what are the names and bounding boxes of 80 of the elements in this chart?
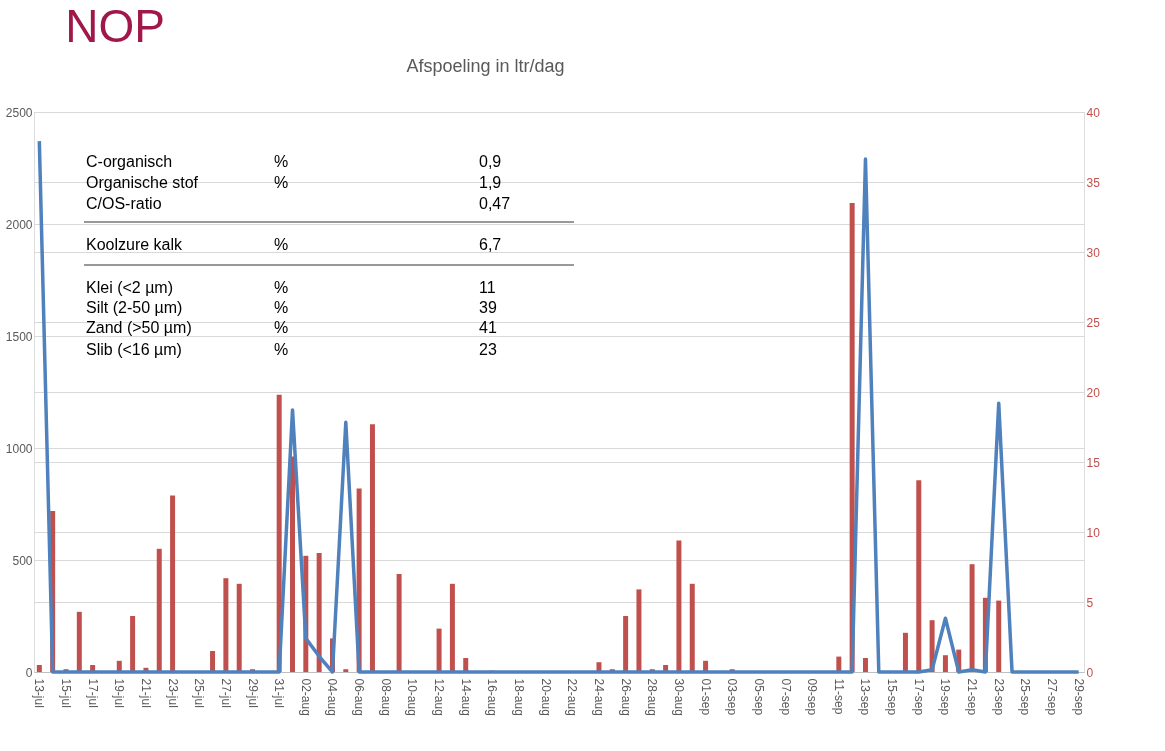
x-tick-label: 10-aug <box>405 678 420 716</box>
x-tick-label: 21-sep <box>965 678 980 716</box>
x-tick-label: 15-sep <box>885 678 900 716</box>
annotation: Silt (2-50 µm) <box>86 299 183 316</box>
annotation: % <box>274 174 289 191</box>
x-tick-label: 16-aug <box>485 678 500 716</box>
annotation: Slib (<16 µm) <box>86 341 182 358</box>
x-tick-label: 15-jul <box>58 678 73 708</box>
x-tick-label: 06-aug <box>352 678 367 716</box>
y2-tick-label: 15 <box>1086 455 1101 470</box>
x-tick-label: 19-sep <box>938 678 953 716</box>
y-tick-label: 1500 <box>5 329 33 344</box>
annotation: % <box>274 299 289 316</box>
x-tick-label: 30-aug <box>671 678 686 716</box>
annotation: 0,9 <box>479 153 502 170</box>
y2-tick-label: 35 <box>1086 175 1101 190</box>
x-tick-label: 27-jul <box>218 678 233 708</box>
x-tick-label: 13-sep <box>858 678 873 716</box>
x-tick-label: 19-jul <box>112 678 127 708</box>
y2-tick-label: 5 <box>1086 595 1094 610</box>
y2-tick-label: 0 <box>1086 665 1094 680</box>
x-tick-label: 04-aug <box>325 678 340 716</box>
x-tick-label: 29-jul <box>245 678 260 708</box>
x-tick-label: 25-sep <box>1018 678 1033 716</box>
y2-tick-label: 40 <box>1086 105 1101 120</box>
x-tick-label: 11-sep <box>831 678 846 715</box>
annotation: 41 <box>479 319 497 336</box>
x-tick-label: 07-sep <box>778 678 793 716</box>
y-tick-label: 0 <box>25 665 33 680</box>
x-tick-label: 05-sep <box>751 678 766 716</box>
x-tick-label: 28-aug <box>645 678 660 716</box>
x-tick-label: 18-aug <box>512 678 527 716</box>
annotation: 39 <box>479 299 497 316</box>
y-tick-label: 2500 <box>5 105 33 120</box>
annotation: % <box>274 341 289 358</box>
y2-tick-label: 20 <box>1086 385 1101 400</box>
x-tick-label: 21-jul <box>138 678 153 708</box>
chart-subtitle: Afspoeling in ltr/dag <box>406 56 565 76</box>
y-tick-label: 1000 <box>5 441 33 456</box>
x-tick-label: 17-jul <box>85 678 100 708</box>
x-tick-label: 17-sep <box>911 678 926 716</box>
annotation: 1,9 <box>479 174 502 191</box>
annotation: % <box>274 236 289 253</box>
annotation: % <box>274 153 289 170</box>
x-tick-label: 27-sep <box>1045 678 1060 716</box>
chart-title: NOP <box>65 0 165 52</box>
x-tick-label: 22-aug <box>565 678 580 716</box>
annotation: 6,7 <box>479 236 502 253</box>
x-tick-label: 13-jul <box>32 678 47 708</box>
x-tick-label: 09-sep <box>805 678 820 716</box>
x-tick-label: 01-sep <box>698 678 713 716</box>
x-tick-label: 12-aug <box>432 678 447 716</box>
y-tick-label: 2000 <box>5 217 33 232</box>
annotation: 11 <box>479 279 496 296</box>
x-tick-label: 23-jul <box>165 678 180 708</box>
y-tick-label: 500 <box>12 553 33 568</box>
annotation: % <box>274 319 289 336</box>
annotation: C/OS-ratio <box>86 195 162 212</box>
annotation: Zand (>50 µm) <box>86 319 192 336</box>
annotation: 23 <box>479 341 497 358</box>
annotation: Klei (<2 µm) <box>86 279 174 296</box>
x-tick-label: 23-sep <box>991 678 1006 716</box>
x-tick-label: 25-jul <box>192 678 207 708</box>
annotation: Koolzure kalk <box>86 236 184 253</box>
y2-tick-label: 30 <box>1086 245 1101 260</box>
x-tick-label: 02-aug <box>298 678 313 716</box>
annotation: % <box>274 279 289 296</box>
x-tick-label: 31-jul <box>272 678 287 708</box>
annotation: 0,47 <box>479 195 511 212</box>
annotation: Organische stof <box>86 174 199 191</box>
y2-tick-label: 25 <box>1086 315 1101 330</box>
x-tick-label: 08-aug <box>378 678 393 716</box>
x-tick-label: 20-aug <box>538 678 553 716</box>
y2-tick-label: 10 <box>1086 525 1101 540</box>
annotation: C-organisch <box>86 153 173 170</box>
x-tick-label: 29-sep <box>1071 678 1086 716</box>
x-tick-label: 03-sep <box>725 678 740 716</box>
x-tick-label: 14-aug <box>458 678 473 716</box>
x-tick-label: 26-aug <box>618 678 633 716</box>
x-tick-label: 24-aug <box>591 678 606 716</box>
